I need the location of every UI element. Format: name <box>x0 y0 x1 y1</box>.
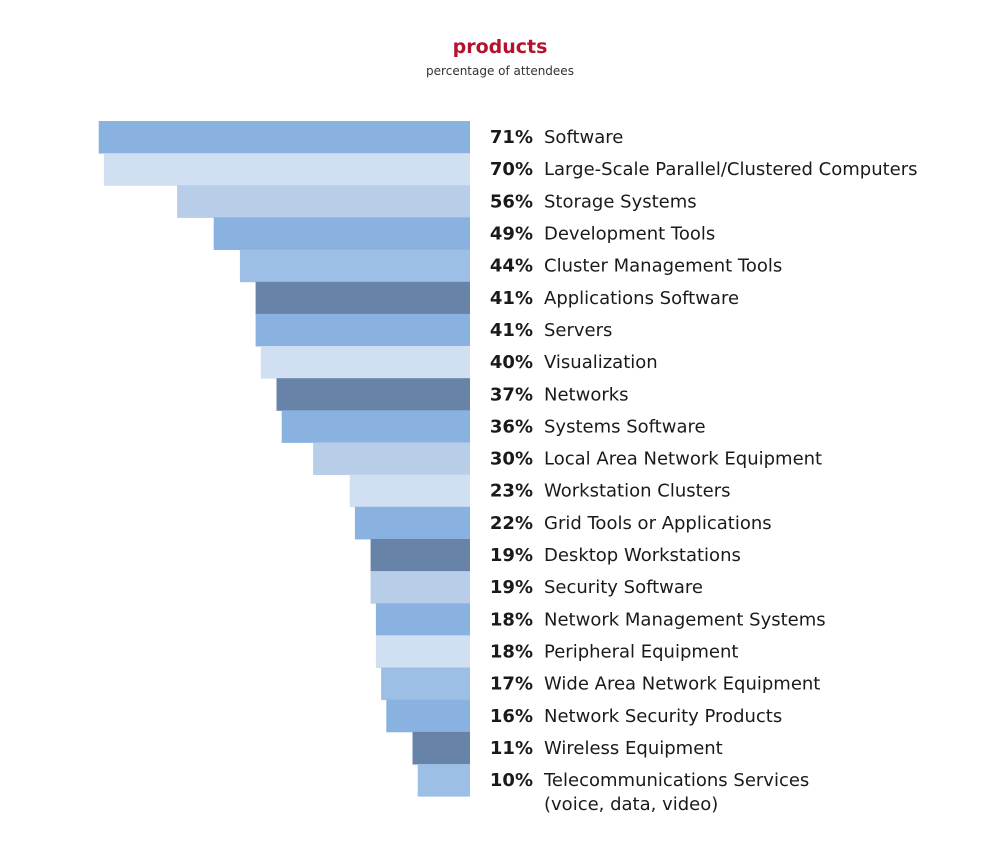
category-label: Cluster Management Tools <box>544 256 782 277</box>
bar-3 <box>177 185 470 218</box>
value-label: 30% <box>490 449 533 470</box>
category-label: Development Tools <box>544 224 715 245</box>
bar-19 <box>386 699 470 733</box>
category-label: Storage Systems <box>544 191 697 212</box>
bar-2 <box>103 153 471 186</box>
category-label: Wide Area Network Equipment <box>544 674 820 695</box>
value-label: 49% <box>490 224 533 245</box>
bar-20 <box>412 731 470 765</box>
category-label: Local Area Network Equipment <box>544 449 822 470</box>
category-label: Grid Tools or Applications <box>544 513 772 534</box>
value-label: 10% <box>490 770 533 791</box>
value-label: 18% <box>490 642 533 663</box>
value-label: 17% <box>490 674 533 695</box>
value-label: 71% <box>490 127 533 148</box>
value-label: 56% <box>490 191 533 212</box>
category-label: Wireless Equipment <box>544 738 723 759</box>
chart-subtitle: percentage of attendees <box>426 64 574 78</box>
bar-13 <box>354 506 470 540</box>
value-label: 44% <box>490 256 533 277</box>
bar-6 <box>255 281 470 315</box>
value-label: 19% <box>490 577 533 598</box>
bar-11 <box>313 442 470 476</box>
bar-10 <box>281 410 470 443</box>
category-label: Workstation Clusters <box>544 481 731 502</box>
value-label: 16% <box>490 706 533 727</box>
category-label: Servers <box>544 320 612 341</box>
category-label: Systems Software <box>544 416 706 437</box>
value-label: 36% <box>490 416 533 437</box>
bar-1 <box>98 121 470 154</box>
bar-14 <box>370 539 470 572</box>
value-label: 11% <box>490 738 533 759</box>
bar-16 <box>375 603 470 636</box>
bar-17 <box>375 635 470 668</box>
bar-12 <box>349 474 470 508</box>
bar-15 <box>370 571 470 604</box>
value-label: 41% <box>490 288 533 309</box>
bar-8 <box>260 346 470 379</box>
chart-title: products <box>452 36 548 58</box>
category-label: Security Software <box>544 577 703 598</box>
bar-4 <box>213 217 470 250</box>
value-label: 37% <box>490 384 533 405</box>
bar-18 <box>381 667 470 701</box>
value-label: 41% <box>490 320 533 341</box>
bar-5 <box>239 249 470 283</box>
category-label: Applications Software <box>544 288 739 309</box>
category-label: Networks <box>544 384 629 405</box>
category-label: Desktop Workstations <box>544 545 741 566</box>
category-label: Visualization <box>544 352 658 373</box>
value-label: 23% <box>490 481 533 502</box>
value-label: 22% <box>490 513 533 534</box>
value-label: 40% <box>490 352 533 373</box>
value-label: 19% <box>490 545 533 566</box>
bar-7 <box>255 313 470 347</box>
category-label: Network Security Products <box>544 706 782 727</box>
category-label: Network Management Systems <box>544 609 826 630</box>
category-label: Telecommunications Services (voice, data,… <box>543 770 809 815</box>
category-label: Peripheral Equipment <box>544 642 738 663</box>
category-label: Large-Scale Parallel/Clustered Computers <box>544 159 918 180</box>
category-label: Software <box>544 127 623 148</box>
bar-21 <box>417 764 470 797</box>
bar-9 <box>276 378 470 411</box>
value-label: 18% <box>490 609 533 630</box>
value-label: 70% <box>490 159 533 180</box>
